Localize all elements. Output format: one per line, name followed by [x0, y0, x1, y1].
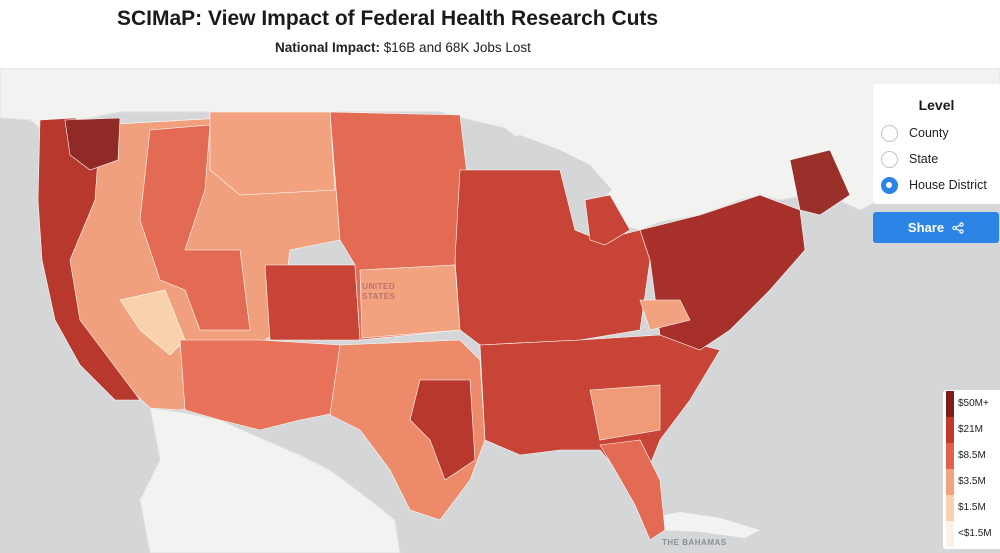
legend-swatch-3-5m [946, 469, 954, 495]
level-option-house-district[interactable]: House District [881, 175, 987, 195]
state-radio[interactable] [881, 150, 898, 168]
county-label: County [909, 126, 949, 140]
bahamas-label: THE BAHAMAS [662, 538, 727, 547]
region-midwest [454, 169, 651, 346]
share-label: Share [907, 220, 945, 235]
legend-label-8-5m: $8.5M [958, 450, 986, 461]
region-michigan [584, 194, 631, 246]
legend-swatch-50m [946, 391, 954, 417]
legend-label-50m: $50M+ [958, 398, 989, 409]
region-colorado [264, 264, 361, 341]
map-legend: $50M+ $21M $8.5M $3.5M $1.5M <$1.5M [943, 390, 1000, 549]
country-label: UNITED STATES [362, 282, 396, 301]
header: SCIMaP: View Impact of Federal Health Re… [0, 0, 1000, 68]
house-district-label: House District [909, 178, 987, 192]
level-option-state[interactable]: State [881, 149, 938, 169]
national-impact-summary: National Impact: $16B and 68K Jobs Lost [275, 40, 531, 55]
region-texas-metro [409, 379, 476, 481]
region-montana [209, 111, 336, 196]
region-florida [599, 439, 666, 541]
region-maine [789, 149, 851, 216]
page-title: SCIMaP: View Impact of Federal Health Re… [117, 7, 659, 30]
legend-swatch-1-5m [946, 495, 954, 521]
region-virginia [639, 299, 691, 331]
region-nevada [119, 289, 186, 356]
great-lakes [470, 135, 612, 245]
level-selector: Level County State House District [873, 84, 1000, 204]
level-option-county[interactable]: County [881, 123, 949, 143]
legend-swatch-under-1-5m [946, 521, 954, 547]
map-canvas[interactable] [0, 68, 1000, 553]
region-mountain [139, 124, 251, 331]
legend-label-21m: $21M [958, 424, 984, 435]
share-button[interactable]: Share [873, 212, 999, 243]
cuba-land [640, 512, 760, 538]
legend-label-under-1-5m: <$1.5M [958, 528, 992, 539]
legend-swatch-21m [946, 417, 954, 443]
house-district-radio[interactable] [881, 176, 898, 194]
legend-label-3-5m: $3.5M [958, 476, 986, 487]
legend-label-1-5m: $1.5M [958, 502, 986, 513]
choropleth-map[interactable]: UNITED STATES THE BAHAMAS [0, 68, 1000, 553]
region-northwest [64, 117, 121, 171]
legend-swatch-8-5m [946, 443, 954, 469]
region-georgia [589, 384, 661, 441]
region-southwest [179, 339, 351, 431]
county-radio[interactable] [881, 124, 898, 142]
share-icon [952, 221, 964, 234]
national-impact-label: National Impact: [275, 40, 381, 55]
state-label: State [909, 152, 939, 166]
national-impact-value: $16B and 68K Jobs Lost [383, 40, 531, 55]
level-title: Level [918, 97, 955, 113]
